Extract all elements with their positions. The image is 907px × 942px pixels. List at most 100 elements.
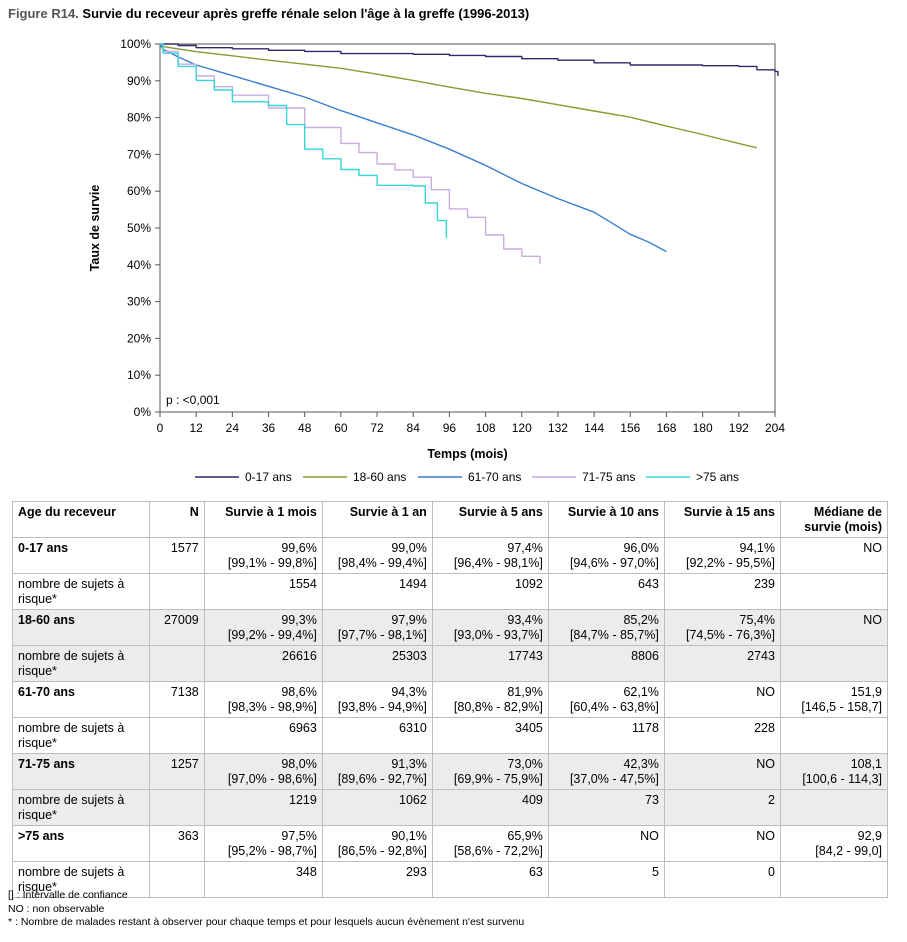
empty-cell <box>779 789 889 826</box>
x-tick-label: 72 <box>370 421 384 435</box>
survival-value: 98,6% <box>281 685 317 699</box>
legend-label-4: 71-75 ans <box>582 470 635 484</box>
figure-label: Figure R14. <box>8 6 79 21</box>
plot-frame <box>159 43 776 413</box>
risk-count-cell: 2743 <box>663 645 781 682</box>
age-group-cell: 18-60 ans <box>11 609 151 646</box>
survival-value: 99,0% <box>391 541 427 555</box>
empty-cell <box>779 573 889 610</box>
survival-cell: 151,9 [146,5 - 158,7] <box>779 681 889 718</box>
survival-cell: NO <box>547 825 665 862</box>
survival-value: 65,9% <box>507 829 543 843</box>
confidence-interval: [89,6% - 92,7%] <box>337 772 427 786</box>
risk-count-cell: 2 <box>663 789 781 826</box>
survival-cell: 99,3% [99,2% - 99,4%] <box>203 609 323 646</box>
x-axis-label: Temps (mois) <box>427 447 507 461</box>
table-row: nombre de sujets à risque* 1554 1494 1092 64… <box>11 573 889 610</box>
confidence-interval: [58,6% - 72,2%] <box>453 844 543 858</box>
risk-count-cell: 26616 <box>203 645 323 682</box>
risk-count-cell: 1062 <box>321 789 433 826</box>
risk-label-cell: nombre de sujets à risque* <box>11 717 151 754</box>
legend-label-1: 0-17 ans <box>245 470 292 484</box>
confidence-interval: [80,8% - 82,9%] <box>453 700 543 714</box>
risk-count-cell: 17743 <box>431 645 549 682</box>
risk-count-cell: 239 <box>663 573 781 610</box>
confidence-interval: [96,4% - 98,1%] <box>453 556 543 570</box>
empty-cell <box>149 645 205 682</box>
y-tick-label: 0% <box>134 405 152 419</box>
survival-cell: 75,4% [74,5% - 76,3%] <box>663 609 781 646</box>
survival-table: Age du receveur N Survie à 1 mois Survie à … <box>11 501 889 898</box>
empty-cell <box>149 573 205 610</box>
survival-value: 91,3% <box>391 757 427 771</box>
column-header: N <box>149 501 205 538</box>
survival-cell: 99,0% [98,4% - 99,4%] <box>321 537 433 574</box>
series-line-1 <box>160 43 779 76</box>
survival-cell: NO <box>663 681 781 718</box>
risk-count-cell: 1219 <box>203 789 323 826</box>
survival-value: 99,3% <box>281 613 317 627</box>
confidence-interval: [84,7% - 85,7%] <box>569 628 659 642</box>
x-tick-label: 12 <box>189 421 203 435</box>
risk-count-cell: 73 <box>547 789 665 826</box>
age-group-cell: 71-75 ans <box>11 753 151 790</box>
survival-cell: 99,6% [99,1% - 99,8%] <box>203 537 323 574</box>
x-tick-label: 0 <box>157 421 164 435</box>
column-header: Survie à 1 mois <box>203 501 323 538</box>
confidence-interval: [95,2% - 98,7%] <box>227 844 317 858</box>
confidence-interval: [93,8% - 94,9%] <box>337 700 427 714</box>
y-tick-label: 40% <box>127 258 151 272</box>
survival-value: 97,4% <box>507 541 543 555</box>
figure-title: Figure R14. Survie du receveur après gre… <box>8 6 529 21</box>
survival-value: 42,3% <box>623 757 659 771</box>
y-tick-label: 50% <box>127 221 151 235</box>
confidence-interval: [97,0% - 98,6%] <box>227 772 317 786</box>
y-tick-label: 30% <box>127 295 151 309</box>
y-tick-label: 20% <box>127 331 151 345</box>
survival-value: 94,1% <box>739 541 775 555</box>
empty-cell <box>779 861 889 898</box>
survival-value: 151,9 <box>850 685 882 699</box>
survival-value: NO <box>640 829 659 843</box>
x-tick-label: 84 <box>407 421 421 435</box>
x-tick-label: 48 <box>298 421 312 435</box>
legend-label-3: 61-70 ans <box>468 470 521 484</box>
table-header-row: Age du receveur N Survie à 1 mois Survie à … <box>11 501 889 538</box>
risk-count-cell: 293 <box>321 861 433 898</box>
empty-cell <box>149 789 205 826</box>
p-value-annotation: p : <0,001 <box>166 393 220 407</box>
risk-count-cell: 25303 <box>321 645 433 682</box>
risk-count-cell: 409 <box>431 789 549 826</box>
age-group-cell: >75 ans <box>11 825 151 862</box>
survival-cell: NO <box>779 609 889 646</box>
table-row: 61-70 ans 7138 98,6% [98,3% - 98,9%] 94,3% [9… <box>11 681 889 718</box>
survival-value: NO <box>863 541 882 555</box>
confidence-interval: [84,2 - 99,0] <box>815 844 882 858</box>
survival-cell: 98,6% [98,3% - 98,9%] <box>203 681 323 718</box>
column-header: Survie à 5 ans <box>431 501 549 538</box>
survival-value: 108,1 <box>850 757 882 771</box>
confidence-interval: [60,4% - 63,8%] <box>569 700 659 714</box>
survival-value: 94,3% <box>391 685 427 699</box>
survival-value: 90,1% <box>391 829 427 843</box>
n-cell: 1257 <box>149 753 205 790</box>
confidence-interval: [99,1% - 99,8%] <box>227 556 317 570</box>
n-cell: 363 <box>149 825 205 862</box>
risk-count-cell: 643 <box>547 573 665 610</box>
column-header: Médiane de survie (mois) <box>779 501 889 538</box>
x-tick-label: 120 <box>512 421 532 435</box>
age-group-cell: 0-17 ans <box>11 537 151 574</box>
survival-value: 98,0% <box>281 757 317 771</box>
series-line-4 <box>160 43 541 265</box>
survival-value: 75,4% <box>739 613 775 627</box>
confidence-interval: [146,5 - 158,7] <box>801 700 882 714</box>
y-axis-label: Taux de survie <box>88 185 102 272</box>
survival-value: 92,9 <box>857 829 882 843</box>
legend-label-5: >75 ans <box>696 470 739 484</box>
n-cell: 1577 <box>149 537 205 574</box>
footnote-risk: * : Nombre de malades restant à observer… <box>8 916 525 928</box>
figure-caption: Survie du receveur après greffe rénale s… <box>82 6 530 21</box>
survival-value: 97,5% <box>281 829 317 843</box>
survival-value: 85,2% <box>623 613 659 627</box>
n-cell: 27009 <box>149 609 205 646</box>
